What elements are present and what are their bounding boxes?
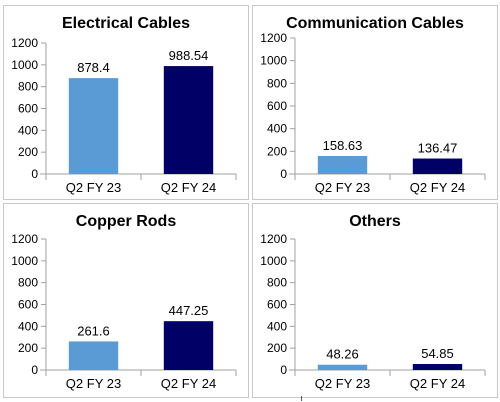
bar <box>412 364 463 370</box>
bar <box>68 341 119 370</box>
bar <box>317 364 368 370</box>
chart-panel-communication-cables: Communication Cables 0 200 400 600 800 1000 12… <box>252 5 498 200</box>
y-tick-label: 200 <box>267 341 287 355</box>
x-tick-label: Q2 FY 23 <box>66 376 121 391</box>
y-tick-label: 200 <box>18 145 38 159</box>
y-tick-label: 1000 <box>260 54 287 68</box>
y-tick-label: 1200 <box>260 232 287 246</box>
y-tick-label: 1000 <box>260 254 287 268</box>
chart-plot: 0 200 400 600 800 1000 1200 878.4 Q2 FY 23 988.54… <box>11 36 237 195</box>
data-label: 158.63 <box>323 138 363 153</box>
y-tick-label: 0 <box>31 167 38 181</box>
y-tick-label: 600 <box>18 102 38 116</box>
y-tick-label: 1200 <box>11 36 38 50</box>
data-label: 447.25 <box>169 303 209 318</box>
y-tick-label: 400 <box>18 123 38 137</box>
y-tick-label: 1000 <box>11 58 38 72</box>
bar <box>317 156 368 174</box>
x-tick-label: Q2 FY 24 <box>410 376 465 391</box>
y-tick-label: 400 <box>18 319 38 333</box>
y-tick-label: 800 <box>18 276 38 290</box>
data-label: 136.47 <box>418 141 458 156</box>
y-tick-label: 0 <box>31 363 38 377</box>
chart-plot: 0 200 400 600 800 1000 1200 48.26 Q2 FY 23 54.85 Q… <box>260 232 486 391</box>
bar <box>412 158 463 174</box>
y-tick-label: 800 <box>267 276 287 290</box>
data-label: 261.6 <box>77 323 110 338</box>
y-tick-label: 1000 <box>11 254 38 268</box>
x-tick-label: Q2 FY 24 <box>161 180 216 195</box>
data-label: 54.85 <box>421 346 454 361</box>
y-tick-label: 200 <box>267 144 287 158</box>
y-tick-label: 200 <box>18 341 38 355</box>
bar <box>163 66 214 174</box>
chart-title: Electrical Cables <box>61 15 191 32</box>
chart-title: Copper Rods <box>75 213 177 230</box>
y-tick-label: 800 <box>267 76 287 90</box>
x-tick-label: Q2 FY 24 <box>161 376 216 391</box>
data-label: 48.26 <box>326 347 359 362</box>
chart-panel-others: Others 0 200 400 600 800 1000 1200 48.26 Q2 FY 2… <box>252 203 498 398</box>
chart-title: Others <box>349 213 401 230</box>
stray-tick-mark <box>301 396 302 401</box>
bar <box>163 321 214 370</box>
x-tick-label: Q2 FY 23 <box>315 180 370 195</box>
y-tick-label: 0 <box>280 167 287 181</box>
y-tick-label: 1200 <box>260 31 287 45</box>
bar <box>68 78 119 174</box>
chart-plot: 0 200 400 600 800 1000 1200 158.63 Q2 FY 23 136.4… <box>260 31 486 195</box>
y-tick-label: 600 <box>18 298 38 312</box>
chart-title: Communication Cables <box>286 15 464 32</box>
y-tick-label: 400 <box>267 122 287 136</box>
x-tick-label: Q2 FY 23 <box>66 180 121 195</box>
y-tick-label: 600 <box>267 99 287 113</box>
data-label: 878.4 <box>77 60 110 75</box>
y-tick-label: 800 <box>18 80 38 94</box>
chart-panel-copper-rods: Copper Rods 0 200 400 600 800 1000 1200 261.6 Q2… <box>3 203 249 398</box>
x-tick-label: Q2 FY 23 <box>315 376 370 391</box>
y-tick-label: 600 <box>267 298 287 312</box>
y-tick-label: 400 <box>267 319 287 333</box>
chart-plot: 0 200 400 600 800 1000 1200 261.6 Q2 FY 23 447.25… <box>11 232 237 391</box>
y-tick-label: 1200 <box>11 232 38 246</box>
data-label: 988.54 <box>169 48 209 63</box>
y-tick-label: 0 <box>280 363 287 377</box>
x-tick-label: Q2 FY 24 <box>410 180 465 195</box>
chart-panel-electrical-cables: Electrical Cables 0 200 400 600 800 1000 1200 8… <box>3 5 249 200</box>
